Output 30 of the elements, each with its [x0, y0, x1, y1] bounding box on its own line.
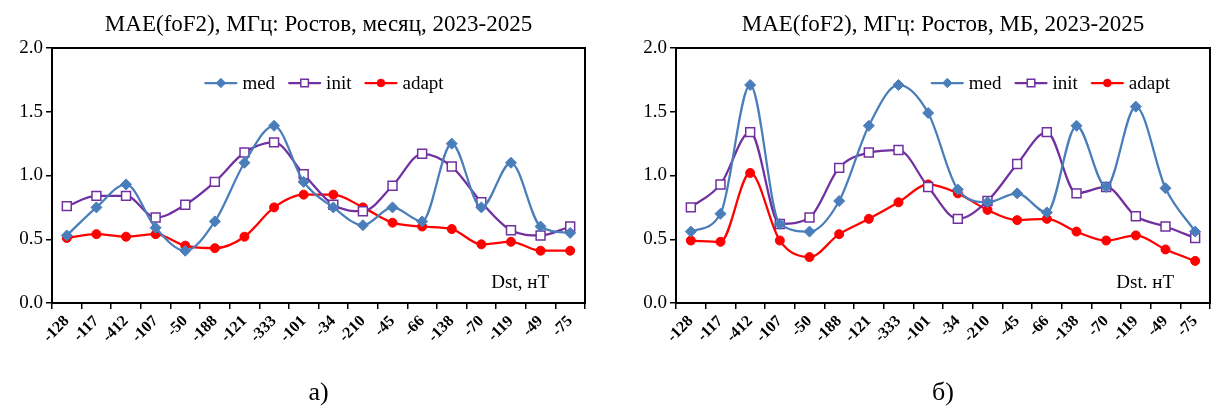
- x-axis-title: Dst. нТ: [1116, 270, 1175, 292]
- x-tick-label: -75: [548, 311, 576, 339]
- x-tick-label: -128: [39, 311, 72, 345]
- x-tick-label: -75: [1173, 311, 1201, 339]
- y-tick-label: 1.5: [643, 99, 667, 121]
- x-tick-label: -45: [370, 311, 398, 339]
- legend-label: adapt: [402, 71, 445, 93]
- y-tick-label: 1.0: [643, 163, 667, 185]
- y-tick-label: 2.0: [19, 35, 43, 57]
- y-tick-label: 1.0: [19, 163, 43, 185]
- y-tick-label: 0.0: [643, 290, 667, 312]
- legend-label: med: [242, 71, 276, 93]
- x-axis-title: Dst, нТ: [491, 270, 550, 292]
- x-tick-label: -128: [663, 311, 696, 345]
- chart-title: MAE(foF2), МГц: Ростов, месяц, 2023-2025: [104, 11, 533, 37]
- legend-label: adapt: [1128, 71, 1171, 93]
- legend-label: init: [326, 71, 353, 93]
- y-tick-label: 2.0: [643, 35, 667, 57]
- y-tick-label: 0.0: [19, 290, 43, 312]
- text: б): [932, 376, 954, 406]
- y-tick-label: 0.5: [19, 227, 43, 249]
- x-tick-label: -49: [518, 311, 546, 339]
- x-tick-label: -49: [1143, 311, 1171, 339]
- y-tick-label: 1.5: [19, 99, 43, 121]
- chart-title: MAE(foF2), МГц: Ростов, МБ, 2023-2025: [741, 11, 1145, 37]
- legend-label: med: [968, 71, 1003, 93]
- x-tick-label: -45: [995, 311, 1023, 339]
- text: а): [308, 376, 329, 406]
- y-tick-label: 0.5: [643, 227, 667, 249]
- legend-label: init: [1052, 71, 1079, 93]
